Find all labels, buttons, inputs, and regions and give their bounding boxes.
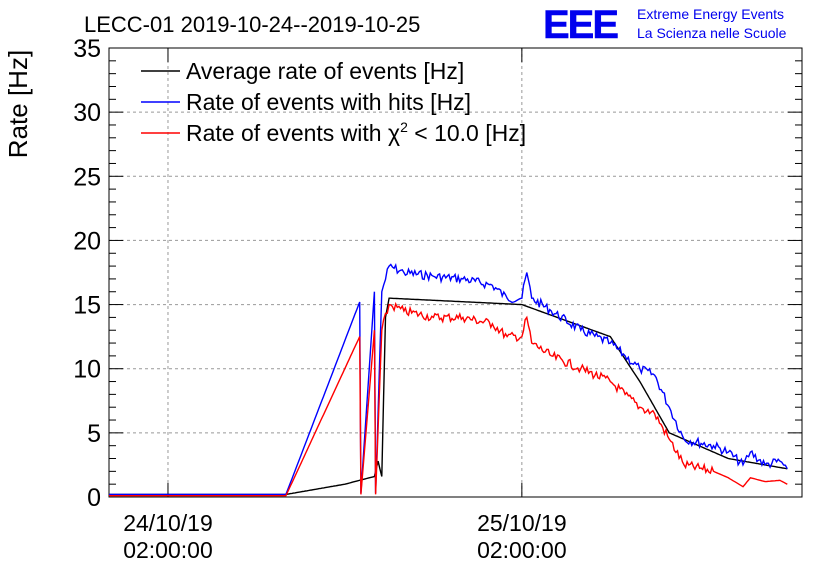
series-line-3 [109,301,788,497]
legend-label-1: Average rate of events [Hz] [186,58,464,84]
x-tick-date-label: 24/10/19 [123,510,213,536]
x-tick-time-label: 02:00:00 [123,537,213,563]
x-tick-time-label: 02:00:00 [477,537,567,563]
legend: Average rate of events [Hz] Rate of event… [141,58,526,146]
axes [108,47,803,498]
y-tick-label: 10 [73,356,101,384]
plot-frame [108,47,803,498]
series-group [109,262,788,497]
legend-label-2: Rate of events with hits [Hz] [186,89,471,115]
y-tick-label: 25 [73,163,101,191]
legend-label-3: Rate of events with χ2 < 10.0 [Hz] [186,119,526,146]
y-tick-label: 20 [73,227,101,255]
y-tick-label: 0 [87,484,101,512]
project-name-line1: Extreme Energy Events [637,6,784,22]
y-tick-labels: 0 5 10 15 20 25 30 35 [73,35,101,512]
y-axis-label: Rate [Hz] [3,50,33,158]
grid-lines [109,48,802,497]
y-tick-label: 35 [73,35,101,63]
y-tick-label: 15 [73,292,101,320]
series-line-2 [109,262,788,496]
eee-logo: EEE [543,3,618,47]
x-tick-date-label: 25/10/19 [477,510,567,536]
y-tick-label: 5 [87,420,101,448]
project-name-line2: La Scienza nelle Scuole [637,25,787,41]
chart-title: LECC-01 2019-10-24--2019-10-25 [84,12,420,37]
y-tick-label: 30 [73,99,101,127]
